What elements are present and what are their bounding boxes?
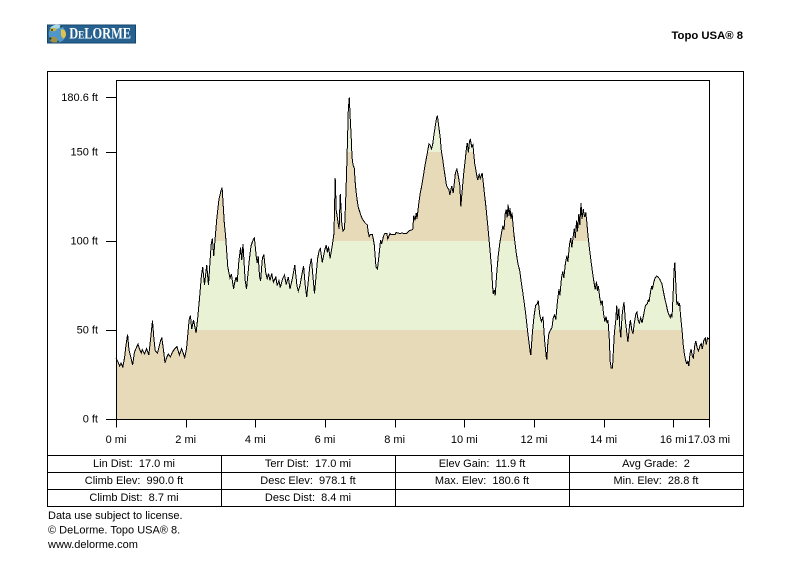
svg-text:2 mi: 2 mi	[175, 434, 196, 446]
svg-text:Climb Elev: 990.0 ft: Climb Elev: 990.0 ft	[85, 475, 183, 487]
svg-text:0 ft: 0 ft	[83, 414, 98, 426]
svg-text:Topo USA® 8: Topo USA® 8	[672, 30, 744, 42]
svg-text:14 mi: 14 mi	[590, 434, 617, 446]
svg-text:Climb Dist: 8.7 mi: Climb Dist: 8.7 mi	[89, 492, 178, 504]
svg-text:Terr Dist: 17.0 mi: Terr Dist: 17.0 mi	[265, 458, 351, 470]
svg-text:Elev Gain: 11.9 ft: Elev Gain: 11.9 ft	[439, 458, 526, 470]
svg-text:Avg Grade: 2: Avg Grade: 2	[622, 458, 690, 470]
svg-text:150 ft: 150 ft	[70, 147, 98, 159]
svg-text:8 mi: 8 mi	[384, 434, 405, 446]
svg-text:4 mi: 4 mi	[245, 434, 266, 446]
svg-text:Desc Dist: 8.4 mi: Desc Dist: 8.4 mi	[265, 492, 351, 504]
svg-text:0 mi: 0 mi	[106, 434, 127, 446]
svg-text:50 ft: 50 ft	[77, 325, 98, 337]
svg-text:Desc Elev: 978.1 ft: Desc Elev: 978.1 ft	[260, 475, 355, 487]
svg-text:© DeLorme. Topo USA® 8.: © DeLorme. Topo USA® 8.	[48, 525, 180, 537]
svg-text:Lin Dist: 17.0 mi: Lin Dist: 17.0 mi	[93, 458, 175, 470]
svg-text:10 mi: 10 mi	[451, 434, 478, 446]
svg-text:17.03 mi: 17.03 mi	[688, 434, 730, 446]
svg-text:www.delorme.com: www.delorme.com	[47, 539, 138, 551]
svg-text:DELORME: DELORME	[69, 25, 131, 43]
svg-text:Data use subject to license.: Data use subject to license.	[48, 510, 183, 522]
svg-text:12 mi: 12 mi	[521, 434, 548, 446]
svg-text:6 mi: 6 mi	[315, 434, 336, 446]
svg-text:Max. Elev: 180.6 ft: Max. Elev: 180.6 ft	[435, 475, 529, 487]
svg-text:Min. Elev: 28.8 ft: Min. Elev: 28.8 ft	[614, 475, 699, 487]
svg-text:180.6 ft: 180.6 ft	[61, 92, 98, 104]
svg-text:16 mi: 16 mi	[660, 434, 687, 446]
svg-text:100 ft: 100 ft	[70, 236, 98, 248]
